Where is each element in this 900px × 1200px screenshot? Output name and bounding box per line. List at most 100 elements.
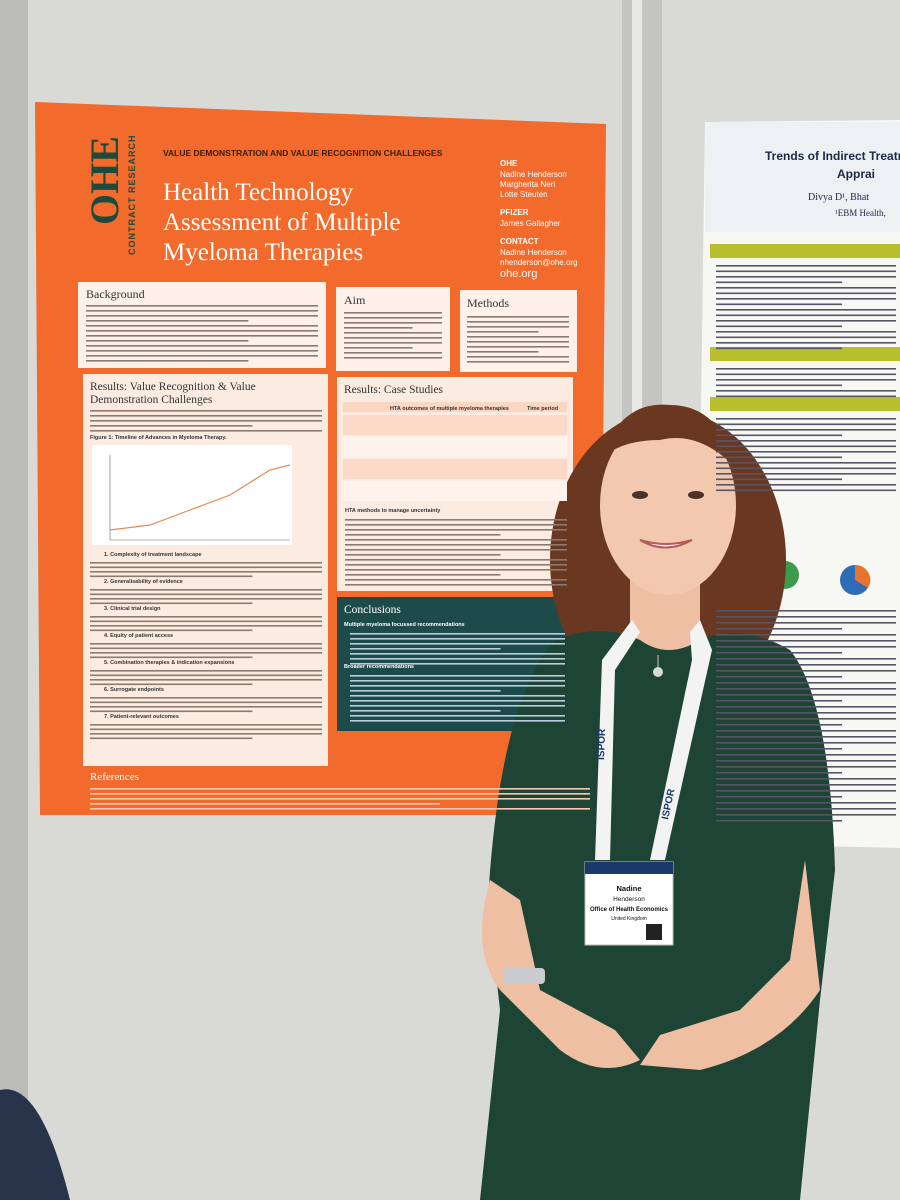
table-row: [343, 481, 567, 501]
figure-caption: Figure 1: Timeline of Advances in Myelom…: [90, 435, 227, 441]
text-line: [716, 303, 842, 306]
table-row: [343, 415, 567, 435]
text-line: [90, 643, 322, 645]
text-line: [716, 628, 842, 630]
pie-slice: [855, 564, 871, 588]
face: [600, 415, 736, 595]
text-line: [86, 325, 318, 327]
text-line: [90, 798, 590, 800]
text-line: [716, 676, 842, 678]
author-name: James Gallagher: [500, 219, 561, 228]
author-org: CONTACT: [500, 237, 539, 246]
text-line: [716, 484, 896, 486]
conclusions-sub: Multiple myeloma focussed recommendation…: [344, 622, 465, 628]
text-line: [716, 418, 896, 420]
arm: [640, 860, 820, 1070]
text-line: [90, 625, 322, 627]
text-line: [716, 688, 896, 690]
text-line: [716, 440, 896, 442]
text-line: [716, 270, 896, 273]
website: ohe.org: [500, 268, 537, 280]
text-line: [90, 793, 590, 795]
challenge-heading: 1. Complexity of treatment landscape: [104, 552, 202, 558]
author-org: PFIZER: [500, 208, 529, 217]
text-line: [350, 653, 565, 655]
text-line: [344, 342, 442, 344]
text-line: [90, 593, 322, 596]
methods-heading: Methods: [467, 296, 509, 310]
text-line: [716, 314, 896, 317]
pendant: [653, 667, 663, 677]
lanyard-strap: [595, 620, 640, 860]
text-line: [467, 326, 569, 328]
text-line: [716, 373, 896, 376]
text-line: [350, 680, 565, 682]
text-line: [716, 368, 896, 370]
arm: [482, 880, 640, 1068]
text-line: [716, 451, 896, 453]
text-line: [90, 566, 322, 569]
text-line: [716, 336, 896, 339]
references-heading: References: [90, 771, 139, 783]
text-line: [716, 309, 896, 311]
smile: [639, 539, 693, 549]
text-line: [90, 737, 253, 740]
text-line: [345, 574, 501, 576]
text-line: [716, 820, 842, 822]
poster-title: Myeloma Therapies: [163, 239, 363, 266]
text-line: [90, 656, 253, 659]
text-line: [344, 347, 413, 349]
text-line: [345, 579, 567, 581]
text-line: [350, 700, 565, 702]
figure: [92, 445, 292, 545]
text-line: [90, 430, 322, 432]
badge-last-name: Henderson: [613, 896, 645, 903]
figure-curve: [109, 464, 291, 531]
text-line: [716, 320, 896, 322]
text-line: [716, 712, 896, 714]
visitor-shoulder: [0, 1089, 70, 1200]
eye: [632, 491, 648, 499]
results-heading: Demonstration Challenges: [90, 394, 213, 406]
text-line: [350, 685, 565, 687]
text-line: [350, 710, 501, 712]
text-line: [716, 808, 896, 810]
text-line: [344, 317, 442, 319]
text-line: [86, 360, 249, 362]
logo: OHE: [82, 136, 127, 225]
text-line: [716, 748, 842, 750]
eye: [688, 491, 704, 499]
text-line: [90, 562, 322, 564]
text-line: [86, 335, 318, 337]
watch: [503, 968, 545, 984]
text-line: [467, 341, 569, 343]
text-line: [345, 544, 567, 546]
text-line: [86, 320, 249, 322]
text-line: [350, 705, 565, 707]
section-bar: [710, 244, 900, 258]
text-line: [90, 420, 322, 422]
text-line: [716, 694, 896, 696]
right-title: Apprai: [837, 167, 875, 181]
text-line: [716, 640, 896, 642]
text-line: [90, 575, 253, 578]
text-line: [345, 569, 567, 571]
text-line: [716, 730, 896, 732]
text-line: [350, 658, 565, 660]
text-line: [716, 778, 896, 780]
text-line: [86, 340, 249, 342]
text-line: [716, 772, 842, 774]
text-line: [716, 478, 842, 481]
text-line: [716, 347, 842, 350]
author-name: Nadine Henderson: [500, 248, 567, 257]
text-line: [345, 529, 567, 531]
text-line: [716, 342, 896, 344]
text-line: [350, 648, 501, 650]
text-line: [345, 549, 567, 551]
text-line: [344, 332, 442, 334]
text-line: [716, 429, 896, 431]
text-line: [467, 356, 569, 358]
text-line: [716, 610, 896, 612]
text-line: [86, 315, 318, 317]
